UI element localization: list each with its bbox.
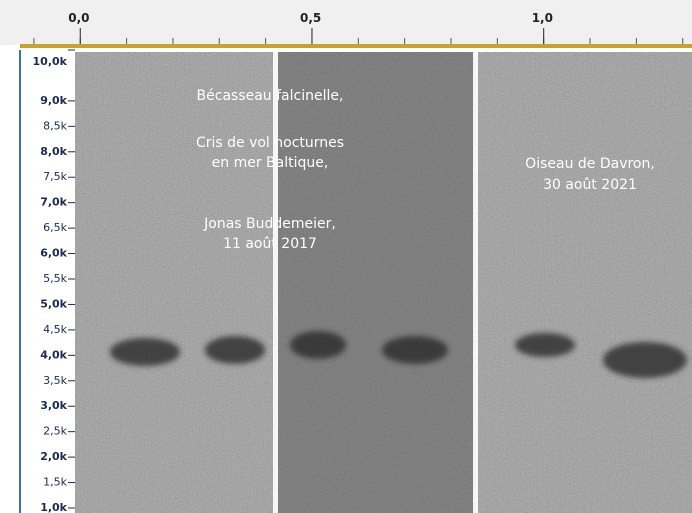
y-tick-label: 2,5k (43, 425, 67, 438)
y-tick-label: 5,0k (40, 297, 67, 310)
y-tick-label: 10,0k (33, 55, 68, 68)
y-tick-label: 3,0k (40, 399, 67, 412)
annotation: Bécasseau falcinelle, (197, 88, 344, 104)
separator (273, 52, 278, 513)
annotation: Jonas Buddemeier, (203, 216, 336, 232)
annotation: en mer Baltique, (212, 155, 329, 171)
annotation: Cris de vol nocturnes (196, 135, 344, 151)
dark-panel (278, 52, 474, 513)
x-tick-label: 1,0 (532, 11, 553, 25)
time-ruler (0, 0, 692, 45)
y-tick-label: 5,5k (43, 272, 67, 285)
call (603, 342, 687, 378)
y-tick-label: 3,5k (43, 374, 67, 387)
x-tick-label: 0,5 (300, 11, 321, 25)
y-tick-label: 7,0k (40, 196, 67, 209)
call (110, 338, 180, 366)
y-tick-label: 4,5k (43, 323, 67, 336)
y-tick-label: 6,5k (43, 221, 67, 234)
y-tick-label: 8,5k (43, 119, 67, 132)
annotation: 11 août 2017 (223, 236, 317, 252)
annotation: 30 août 2021 (543, 177, 637, 193)
spectrogram-view: 0,0 0,5 1,0 10,0k 9,0k 8,5k 8,0k 7,5k 7,0k 6,5k 6,… (0, 0, 692, 513)
y-tick-label: 9,0k (40, 94, 67, 107)
x-tick-label: 0,0 (68, 11, 89, 25)
y-tick-label: 8,0k (40, 145, 67, 158)
y-tick-label: 2,0k (40, 450, 67, 463)
y-tick-label: 4,0k (40, 348, 67, 361)
y-tick-label: 1,0k (40, 501, 67, 513)
annotation: Oiseau de Davron, (525, 156, 655, 172)
call (290, 331, 346, 359)
ruler-edge (20, 44, 692, 48)
spectrogram-image (75, 52, 692, 513)
call (515, 333, 575, 357)
y-tick-label: 7,5k (43, 170, 67, 183)
call (382, 336, 448, 364)
y-tick-label: 1,5k (43, 476, 67, 489)
y-tick-label: 6,0k (40, 247, 67, 260)
call (205, 336, 265, 364)
separator (473, 52, 478, 513)
